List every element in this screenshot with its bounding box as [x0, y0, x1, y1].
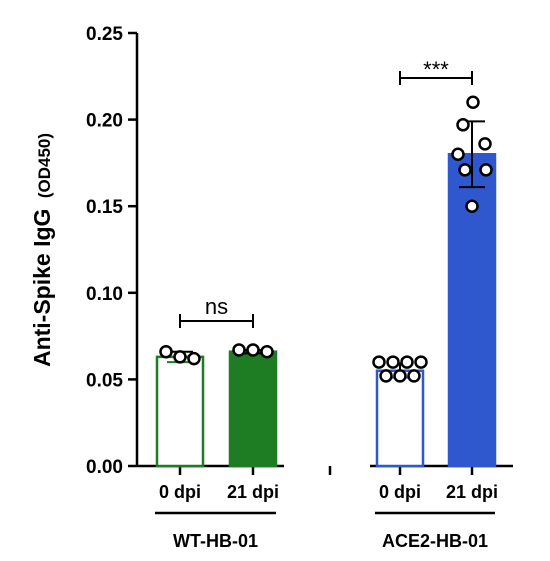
data-point	[451, 147, 465, 161]
data-point	[456, 118, 470, 132]
data-point	[260, 344, 274, 359]
bar	[375, 369, 425, 468]
data-point	[407, 369, 421, 383]
axes: 0.00 0.05 0.10 0.15 0.20 0.25	[86, 24, 513, 515]
y-tick-label: 0.25	[86, 24, 123, 45]
y-tick-label: 0.10	[86, 284, 123, 305]
data-points	[159, 95, 493, 383]
x-category-label: 21 dpi	[227, 482, 279, 502]
data-point	[400, 355, 414, 369]
x-category-label: 0 dpi	[159, 482, 201, 502]
significance-label: ***	[423, 57, 449, 82]
data-point	[159, 344, 173, 359]
y-axis-label-main: Anti-Spike IgG	[29, 209, 55, 367]
bar	[155, 355, 205, 468]
data-point	[372, 355, 386, 369]
data-point	[173, 350, 187, 364]
bar	[228, 350, 278, 468]
y-axis-label: Anti-Spike IgG (OD450)	[29, 133, 55, 367]
y-axis-label-unit: (OD450)	[35, 133, 54, 198]
data-point	[478, 137, 492, 151]
x-category-label: 0 dpi	[379, 482, 421, 502]
labels: 0 dpi 21 dpi WT-HB-01 ns 0 dpi 21 dpi ACE2-HB-…	[159, 57, 498, 551]
data-point	[414, 355, 428, 369]
data-point	[466, 95, 480, 110]
group-label: WT-HB-01	[173, 531, 258, 551]
significance-label: ns	[205, 294, 228, 319]
y-tick-label: 0.05	[86, 370, 123, 391]
data-point	[246, 343, 260, 357]
y-tick-label: 0.20	[86, 111, 123, 132]
data-point	[187, 351, 201, 366]
data-point	[232, 343, 246, 357]
data-point	[386, 355, 400, 369]
data-point	[379, 369, 393, 383]
data-point	[458, 163, 472, 177]
y-tick-label: 0.00	[86, 457, 123, 478]
x-category-label: 21 dpi	[446, 482, 498, 502]
group-label: ACE2-HB-01	[382, 531, 488, 551]
y-tick-label: 0.15	[86, 197, 123, 218]
data-point	[479, 163, 493, 177]
data-point	[393, 369, 407, 383]
data-point	[465, 199, 479, 213]
